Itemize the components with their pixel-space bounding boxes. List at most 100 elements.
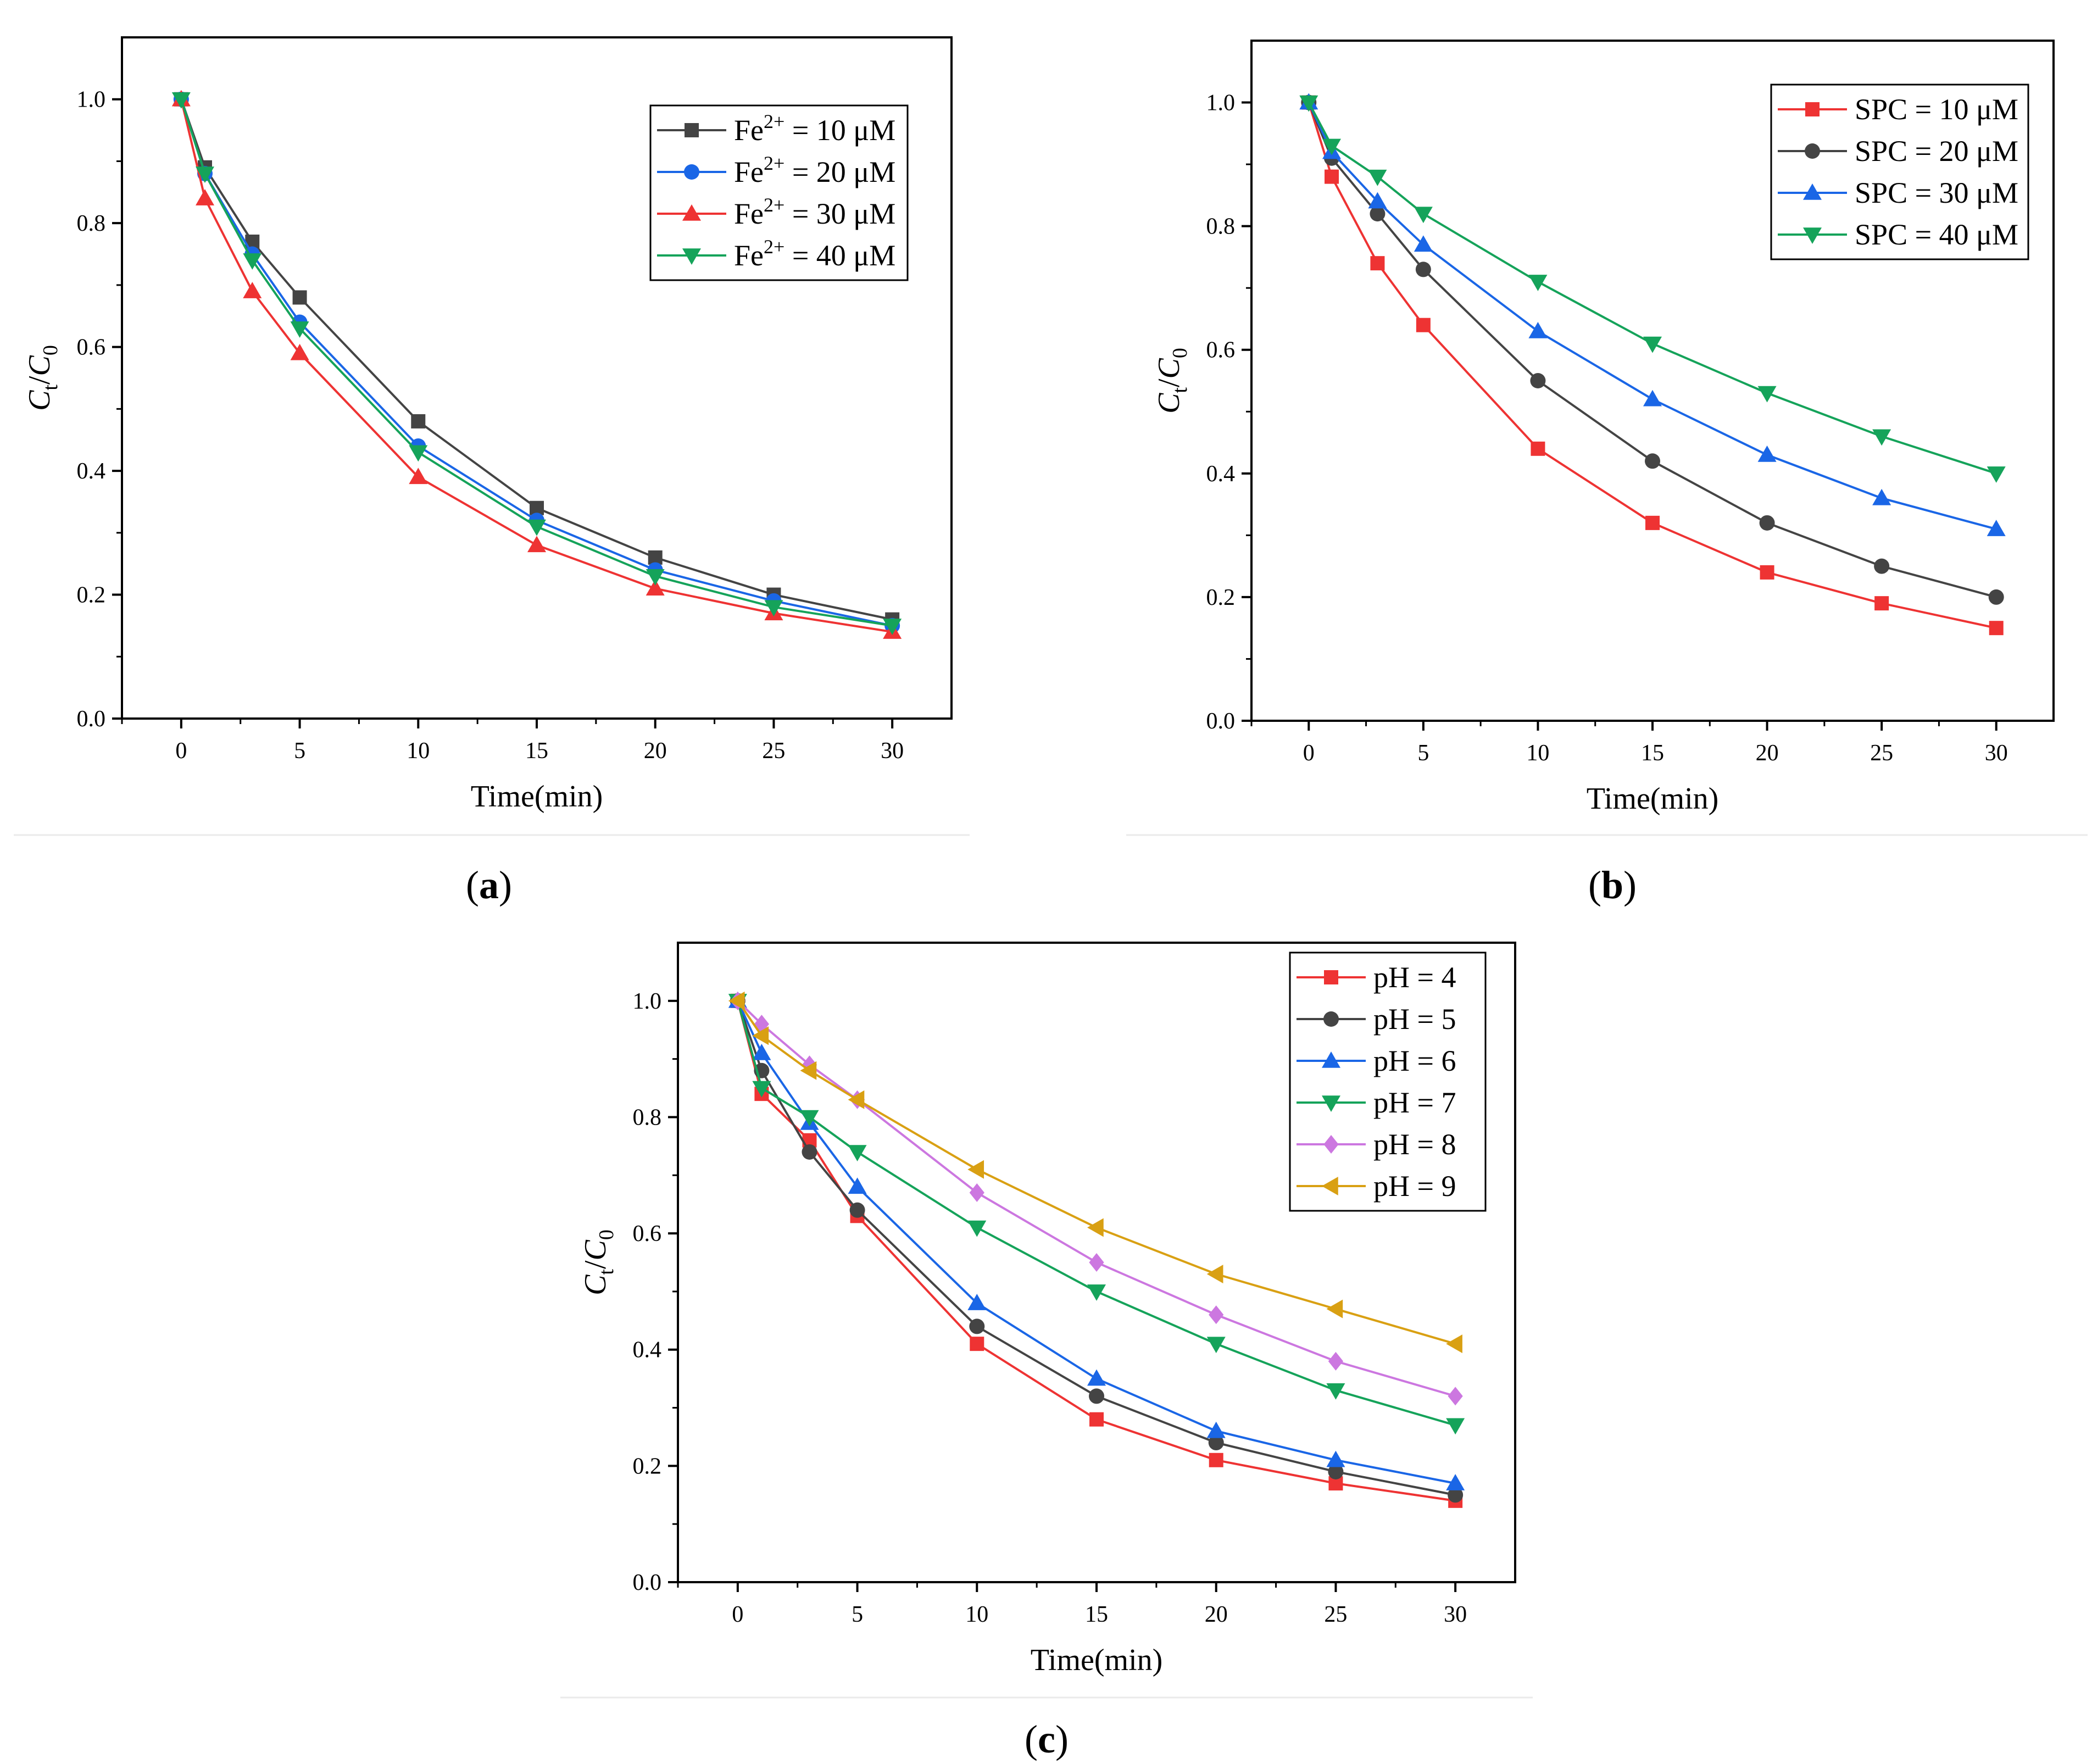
x-tick-label: 25 (1324, 1602, 1347, 1627)
data-point (1208, 1435, 1224, 1451)
y-axis-title-main2: C (23, 355, 57, 376)
series-b-2 (1299, 93, 2006, 536)
data-point (171, 92, 191, 109)
data-point (1322, 138, 1341, 155)
data-point (1446, 1334, 1462, 1354)
y-tick-label: 0.8 (1206, 214, 1236, 240)
data-point (1760, 565, 1774, 580)
data-point (411, 414, 426, 429)
data-point (970, 1337, 984, 1351)
y-axis-title-sub2: 0 (1169, 348, 1192, 358)
legend-label: SPC = 30 μM (1855, 176, 2018, 209)
x-tick-label: 30 (1985, 741, 2008, 766)
data-point (243, 253, 262, 270)
y-axis-title-main: C (1152, 393, 1186, 414)
data-point (1328, 1351, 1344, 1371)
data-point (1209, 1453, 1223, 1467)
legend-box (1289, 951, 1487, 1212)
legend-marker (685, 123, 699, 137)
data-point (883, 619, 902, 635)
legend-label-base: pH = 7 (1373, 1086, 1456, 1119)
data-point (292, 290, 307, 305)
series-b-3 (1299, 95, 2006, 483)
y-tick-label: 0.2 (77, 583, 106, 608)
data-point (1326, 1383, 1345, 1400)
legend-label: Fe2+ = 20 μM (734, 152, 895, 188)
data-point (1370, 206, 1386, 222)
legend-label-sup: 2+ (764, 110, 785, 132)
legend-marker (1323, 1135, 1339, 1154)
legend-label-base: pH = 8 (1373, 1128, 1456, 1161)
data-point (1414, 207, 1433, 224)
legend-label: pH = 7 (1373, 1086, 1456, 1119)
x-tick-label: 15 (1085, 1602, 1108, 1627)
data-point (1528, 321, 1548, 338)
legend-label: SPC = 10 μM (1855, 93, 2018, 126)
legend-label-rest: = 30 μM (785, 197, 895, 230)
data-point (1448, 1387, 1463, 1406)
x-tick-label: 25 (762, 738, 785, 764)
data-point (1757, 446, 1777, 462)
y-axis-title-slash: / (23, 376, 57, 385)
y-axis-title-main2: C (1152, 358, 1186, 379)
data-point (1368, 192, 1387, 209)
legend-marker (1323, 1011, 1339, 1027)
x-tick-label: 20 (644, 738, 667, 764)
data-point (1872, 488, 1891, 505)
data-point (1988, 589, 2004, 605)
data-point (764, 600, 783, 617)
data-point (969, 1183, 984, 1203)
y-tick-label: 1.0 (633, 989, 662, 1014)
x-tick-label: 0 (732, 1602, 743, 1627)
legend-label-rest: = 20 μM (785, 155, 895, 188)
data-point (196, 189, 214, 205)
legend-label-base: pH = 5 (1373, 1003, 1456, 1036)
series-a-3 (171, 92, 902, 635)
legend-label-base: SPC = 20 μM (1855, 135, 2018, 168)
data-point (1089, 1412, 1104, 1427)
y-tick-label: 0.8 (77, 211, 106, 236)
legend-label: pH = 8 (1373, 1128, 1456, 1161)
legend-marker (1805, 143, 1820, 159)
x-axis-title: Time(min) (471, 780, 603, 814)
data-point (290, 321, 309, 338)
data-point (752, 1081, 771, 1098)
legend-marker (682, 248, 701, 265)
data-point (1989, 621, 2004, 636)
data-point (1326, 1450, 1345, 1467)
panel-caption-a: (a) (466, 863, 512, 907)
legend-marker (684, 164, 699, 180)
legend-c: pH = 4 pH = 5 pH = 6 pH = 7 pH = 8 pH = 9 (1289, 951, 1487, 1212)
series-c-5 (728, 991, 1462, 1354)
series-b-0 (1301, 95, 2004, 636)
data-point (196, 166, 214, 183)
y-tick-label: 0.6 (77, 335, 106, 360)
legend-marker (1322, 1095, 1340, 1112)
legend-label-base: Fe (734, 114, 764, 147)
legend-marker (1803, 227, 1822, 244)
data-point (1643, 336, 1662, 353)
data-point (1206, 1265, 1223, 1284)
data-point (1206, 1421, 1226, 1438)
x-tick-label: 30 (881, 738, 904, 764)
legend-marker (682, 204, 701, 221)
series-a-2 (171, 90, 902, 639)
data-point (1368, 169, 1387, 186)
x-tick-label: 10 (1526, 741, 1549, 766)
legend-label: SPC = 40 μM (1855, 218, 2018, 251)
y-axis-title: Ct/C0 (578, 1229, 618, 1295)
data-point (1087, 1284, 1106, 1301)
data-point (1089, 1388, 1104, 1404)
legend-label: SPC = 20 μM (1855, 135, 2018, 168)
data-point (1759, 515, 1775, 531)
y-tick-label: 1.0 (1206, 91, 1236, 116)
legend-label: pH = 5 (1373, 1003, 1456, 1036)
data-point (1530, 373, 1546, 388)
legend-marker (1322, 1177, 1338, 1195)
panel-caption-c: (c) (1025, 1717, 1069, 1761)
legend-label-base: Fe (734, 197, 764, 230)
y-axis-title-sub2: 0 (595, 1229, 618, 1240)
legend-label: pH = 6 (1373, 1044, 1456, 1077)
